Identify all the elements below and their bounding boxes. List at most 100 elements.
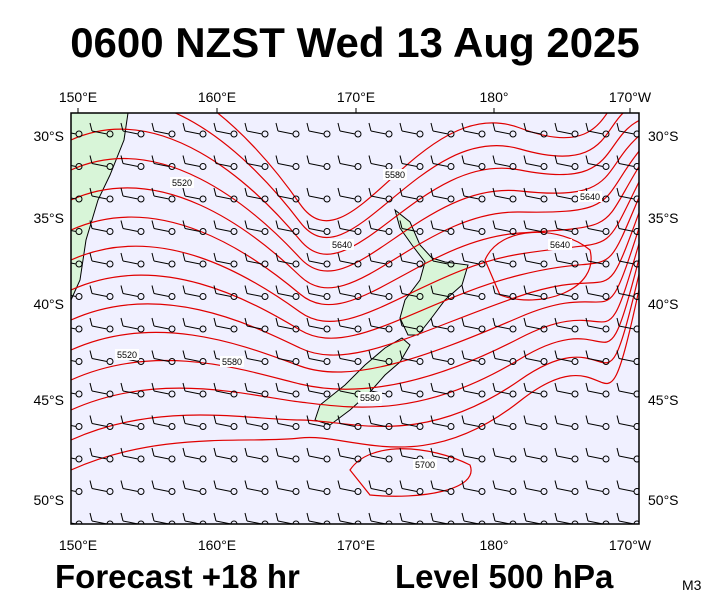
barb-staff	[122, 293, 139, 297]
barb-station	[106, 520, 114, 524]
barb-feather	[306, 252, 310, 262]
barb-staff	[91, 488, 108, 492]
contour-line	[349, 448, 472, 497]
contour-line	[71, 226, 639, 373]
barb-staff	[463, 488, 480, 492]
barb-staff	[91, 228, 108, 232]
barb-feather	[182, 220, 186, 229]
barb-feather	[151, 415, 155, 424]
lat-label-right: 50°S	[648, 492, 679, 508]
barb-feather	[430, 285, 434, 294]
barb-feather	[430, 252, 434, 262]
barb-staff	[71, 457, 77, 460]
barb-feather	[244, 512, 248, 522]
barb-feather	[275, 187, 279, 197]
barb-staff	[401, 390, 418, 395]
barb-staff	[122, 325, 139, 330]
barb-staff	[153, 390, 170, 395]
barb-feather	[492, 252, 496, 262]
barb-feather	[120, 415, 124, 424]
barb-feather	[182, 480, 186, 489]
barb-staff	[184, 260, 201, 265]
barb-staff	[463, 325, 480, 330]
barb-staff	[339, 293, 356, 297]
barb-feather	[554, 317, 558, 327]
barb-staff	[618, 163, 635, 167]
barb-staff	[71, 229, 77, 232]
barb-staff	[277, 260, 294, 265]
barb-feather	[461, 350, 465, 359]
barb-feather	[585, 415, 589, 424]
barb-staff	[494, 390, 511, 395]
barb-feather	[306, 512, 310, 522]
barb-staff	[246, 293, 263, 297]
contour-line	[484, 231, 592, 301]
barb-staff	[308, 195, 325, 200]
barb-feather	[368, 512, 372, 522]
contour-label: 5700	[415, 460, 435, 470]
barb-staff	[184, 358, 201, 362]
lon-label-top: 160°E	[198, 89, 236, 105]
barb-staff	[339, 358, 356, 362]
barb-feather	[368, 317, 372, 327]
barb-staff	[91, 358, 108, 362]
contour-label-box	[330, 239, 354, 250]
barb-feather	[151, 285, 155, 294]
barb-feather	[89, 285, 93, 294]
barb-feather	[585, 350, 589, 359]
barb-staff	[494, 488, 511, 492]
barb-staff	[339, 163, 356, 167]
barb-staff	[525, 260, 542, 265]
barb-feather	[616, 382, 620, 392]
barb-staff	[71, 197, 77, 200]
barb-feather	[368, 252, 372, 262]
lat-label-left: 40°S	[33, 296, 64, 312]
barb-staff	[401, 130, 418, 135]
barb-feather	[120, 122, 124, 132]
barb-feather	[59, 481, 61, 489]
barb-staff	[277, 358, 294, 362]
barb-feather	[368, 187, 372, 197]
barb-staff	[494, 423, 511, 427]
barb-feather	[554, 285, 558, 294]
barb-feather	[585, 252, 589, 262]
barb-feather	[182, 252, 186, 262]
barb-staff	[432, 163, 449, 167]
barb-staff	[122, 130, 139, 135]
barb-feather	[120, 317, 124, 327]
barb-station	[354, 520, 362, 524]
barb-staff	[494, 293, 511, 297]
barb-staff	[370, 195, 387, 200]
barb-staff	[277, 130, 294, 135]
barb-staff	[308, 325, 325, 330]
barb-feather	[182, 350, 186, 359]
barb-staff	[432, 130, 449, 135]
barb-staff	[556, 163, 573, 167]
barb-staff	[618, 423, 635, 427]
barb-staff	[308, 163, 325, 167]
barb-feather	[368, 285, 372, 294]
barb-feather	[306, 350, 310, 359]
barb-feather	[492, 187, 496, 197]
barb-staff	[91, 163, 108, 167]
barb-staff	[339, 130, 356, 135]
barb-staff	[587, 130, 604, 135]
barb-staff	[339, 423, 356, 427]
barb-feather	[151, 122, 155, 132]
barb-feather	[368, 480, 372, 489]
barb-staff	[71, 327, 77, 330]
barb-staff	[494, 195, 511, 200]
barb-feather	[244, 382, 248, 392]
north-island	[394, 208, 469, 336]
barb-feather	[461, 122, 465, 132]
barb-staff	[184, 228, 201, 232]
barb-feather	[337, 415, 341, 424]
barb-staff	[463, 130, 480, 135]
barb-feather	[554, 447, 558, 457]
barb-staff	[215, 130, 232, 135]
barb-staff	[153, 228, 170, 232]
barb-station	[75, 520, 83, 524]
barb-feather	[213, 447, 217, 457]
barb-staff	[370, 358, 387, 362]
